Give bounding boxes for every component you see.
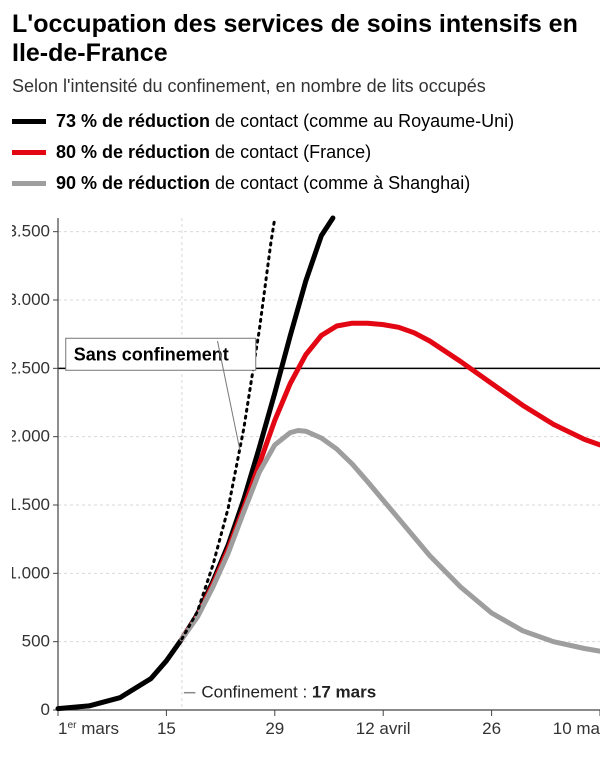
svg-text:2.000: 2.000 — [12, 426, 50, 445]
legend-label-80: 80 % de réduction de contact (France) — [56, 142, 371, 163]
page-title: L'occupation des services de soins inten… — [12, 10, 600, 68]
swatch-73 — [12, 119, 46, 124]
swatch-90 — [12, 181, 46, 186]
svg-text:Confinement : 17 mars: Confinement : 17 mars — [201, 682, 376, 701]
svg-text:15: 15 — [157, 719, 176, 738]
legend-item-90: 90 % de réduction de contact (comme à Sh… — [12, 173, 600, 194]
chart: 1er mars 15 29 12 avril 26 10 ma 0 500 1.000 1.50… — [12, 212, 600, 752]
svg-text:12 avril: 12 avril — [356, 719, 411, 738]
svg-text:3.000: 3.000 — [12, 290, 50, 309]
svg-text:26: 26 — [482, 719, 501, 738]
chart-svg: 1er mars 15 29 12 avril 26 10 ma 0 500 1.000 1.50… — [12, 212, 600, 742]
legend: 73 % de réduction de contact (comme au R… — [12, 111, 600, 194]
subtitle: Selon l'intensité du confinement, en nom… — [12, 76, 600, 97]
legend-item-73: 73 % de réduction de contact (comme au R… — [12, 111, 600, 132]
legend-label-90: 90 % de réduction de contact (comme à Sh… — [56, 173, 470, 194]
legend-item-80: 80 % de réduction de contact (France) — [12, 142, 600, 163]
svg-text:Sans confinement: Sans confinement — [74, 344, 229, 364]
legend-label-73: 73 % de réduction de contact (comme au R… — [56, 111, 514, 132]
svg-text:1er mars: 1er mars — [58, 719, 119, 738]
svg-text:1.000: 1.000 — [12, 563, 50, 582]
svg-text:0: 0 — [41, 700, 50, 719]
svg-text:3.500: 3.500 — [12, 221, 50, 240]
svg-text:500: 500 — [22, 631, 50, 650]
svg-text:10 ma: 10 ma — [553, 719, 600, 738]
svg-text:29: 29 — [265, 719, 284, 738]
svg-text:1.500: 1.500 — [12, 495, 50, 514]
swatch-80 — [12, 150, 46, 155]
svg-text:2.500: 2.500 — [12, 358, 50, 377]
